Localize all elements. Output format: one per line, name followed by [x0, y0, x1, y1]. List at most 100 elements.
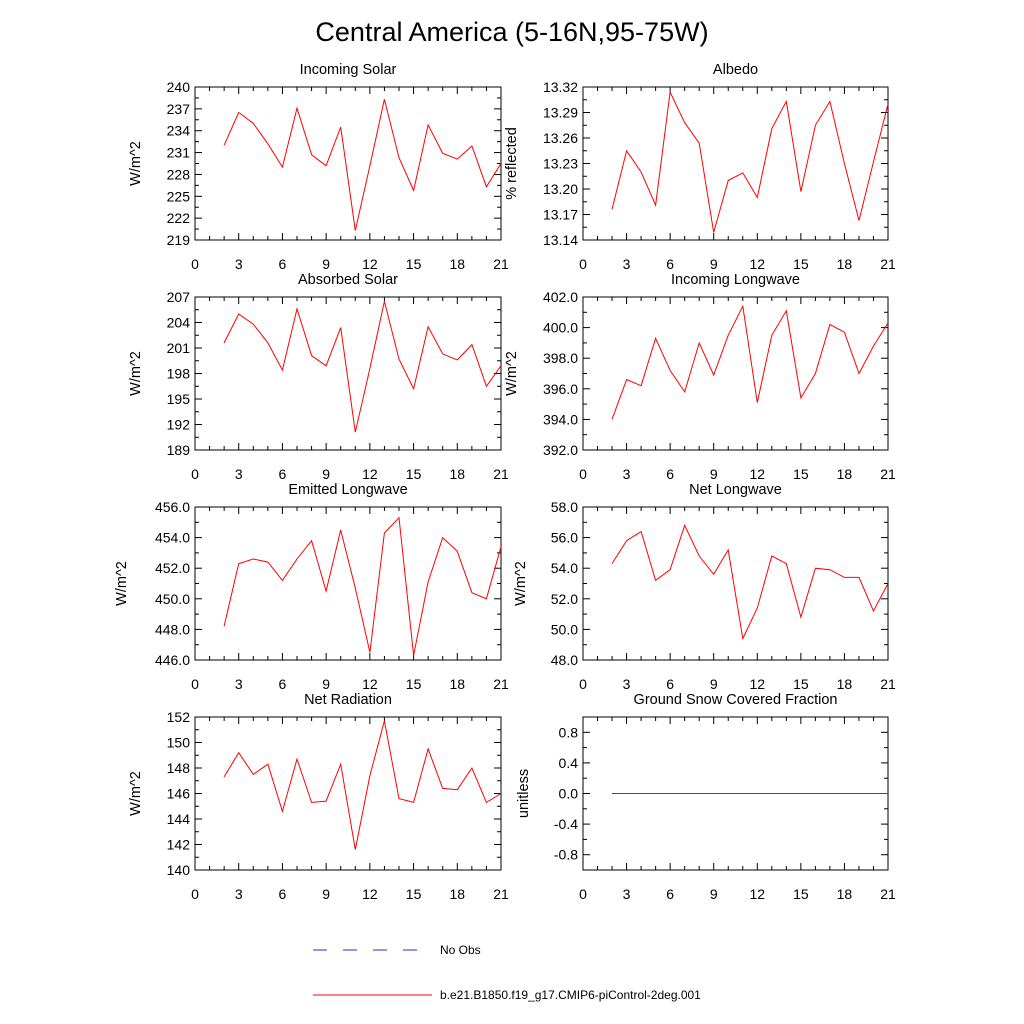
y-tick-label: 392.0	[543, 442, 578, 458]
plot-frame	[582, 506, 889, 661]
y-tick-label: 146	[167, 786, 191, 802]
series-line	[611, 90, 889, 233]
x-tick-label: 0	[191, 676, 199, 692]
y-tick-label: 150	[167, 735, 191, 751]
y-tick-label: 204	[167, 315, 191, 331]
x-tick-label: 21	[493, 886, 509, 902]
y-tick-label: 148	[167, 760, 191, 776]
panel-net-longwave: Net Longwave 0 3 6 9 12 15 18 21 48.0 50.0 52.0 54.0…	[513, 482, 896, 692]
y-tick-label: 152	[167, 709, 191, 725]
x-tick-label: 0	[579, 256, 587, 272]
x-tick-label: 9	[710, 886, 718, 902]
x-tick-label: 18	[449, 886, 465, 902]
x-tick-label: 18	[449, 466, 465, 482]
y-tick-label: 201	[167, 340, 191, 356]
panel-albedo: Albedo 0 3 6 9 12 15 18 21 13.14 13.17 13.20 13.23 13…	[504, 62, 896, 272]
x-tick-label: 12	[749, 886, 765, 902]
x-tick-label: 21	[880, 886, 896, 902]
series-line	[223, 99, 502, 231]
y-tick-label: 219	[167, 232, 191, 248]
y-tick-label: 192	[167, 417, 191, 433]
x-tick-label: 9	[322, 466, 330, 482]
y-tick-label: 0.8	[559, 724, 579, 740]
x-tick-label: 21	[880, 256, 896, 272]
x-tick-label: 18	[449, 256, 465, 272]
legend-label-no-obs: No Obs	[440, 943, 481, 957]
panel-title: Absorbed Solar	[298, 272, 398, 288]
y-tick-label: 189	[167, 442, 191, 458]
y-tick-label: 231	[167, 145, 191, 161]
x-tick-label: 6	[279, 886, 287, 902]
x-tick-label: 6	[279, 676, 287, 692]
y-tick-label: 448.0	[155, 621, 190, 637]
plot-frame	[194, 506, 502, 661]
y-tick-label: 0.4	[559, 755, 579, 771]
x-tick-label: 3	[235, 466, 243, 482]
y-tick-label: 50.0	[551, 621, 578, 637]
series-line	[611, 304, 889, 420]
y-axis-label: W/m^2	[128, 351, 144, 396]
y-tick-label: 454.0	[155, 530, 190, 546]
x-tick-label: 12	[362, 466, 378, 482]
panel-net-radiation: Net Radiation 0 3 6 9 12 15 18 21 140 142 144 146 148…	[128, 692, 509, 902]
x-tick-label: 15	[793, 256, 809, 272]
figure-title: Central America (5-16N,95-75W)	[315, 17, 708, 47]
y-tick-label: 13.26	[543, 130, 578, 146]
x-tick-label: 3	[623, 676, 631, 692]
plot-frame	[582, 86, 889, 241]
y-tick-label: 237	[167, 101, 191, 117]
y-tick-label: 446.0	[155, 652, 190, 668]
panel-title: Net Longwave	[689, 482, 782, 498]
x-tick-label: 15	[406, 256, 422, 272]
y-tick-label: 400.0	[543, 320, 578, 336]
x-tick-label: 0	[579, 886, 587, 902]
x-tick-label: 18	[837, 256, 853, 272]
x-tick-label: 9	[710, 256, 718, 272]
x-tick-label: 21	[880, 676, 896, 692]
x-tick-label: 12	[362, 256, 378, 272]
y-tick-label: 228	[167, 166, 191, 182]
x-tick-label: 3	[235, 886, 243, 902]
y-tick-label: 198	[167, 366, 191, 382]
x-tick-label: 9	[710, 466, 718, 482]
panel-absorbed-solar: Absorbed Solar 0 3 6 9 12 15 18 21 189 192 195 198 20…	[128, 272, 509, 482]
series-line	[611, 524, 889, 641]
plot-frame	[194, 86, 502, 241]
x-tick-label: 12	[749, 466, 765, 482]
x-tick-label: 3	[623, 886, 631, 902]
y-tick-label: 144	[167, 811, 191, 827]
panel-title: Albedo	[713, 62, 758, 78]
y-tick-label: 450.0	[155, 591, 190, 607]
y-tick-label: 402.0	[543, 289, 578, 305]
x-tick-label: 6	[279, 256, 287, 272]
x-tick-label: 12	[362, 886, 378, 902]
panel-title: Net Radiation	[304, 692, 392, 708]
y-axis-label: W/m^2	[114, 561, 130, 606]
x-tick-label: 21	[493, 676, 509, 692]
y-tick-label: 234	[167, 123, 191, 139]
y-tick-label: 456.0	[155, 499, 190, 515]
x-tick-label: 6	[666, 886, 674, 902]
y-axis-label: W/m^2	[513, 561, 529, 606]
x-tick-label: 9	[710, 676, 718, 692]
y-tick-label: 394.0	[543, 411, 578, 427]
panel-title: Incoming Solar	[300, 62, 397, 78]
x-tick-label: 21	[493, 466, 509, 482]
x-tick-label: 3	[235, 676, 243, 692]
x-tick-label: 12	[362, 676, 378, 692]
x-tick-label: 6	[666, 256, 674, 272]
y-tick-label: 13.32	[543, 79, 578, 95]
y-tick-label: 48.0	[551, 652, 578, 668]
x-tick-label: 6	[279, 466, 287, 482]
x-tick-label: 6	[666, 676, 674, 692]
x-tick-label: 0	[191, 466, 199, 482]
y-tick-label: 52.0	[551, 591, 578, 607]
x-tick-label: 15	[793, 676, 809, 692]
y-tick-label: 398.0	[543, 350, 578, 366]
panel-emitted-longwave: Emitted Longwave 0 3 6 9 12 15 18 21 446.0 448.0 45…	[114, 482, 509, 692]
x-tick-label: 12	[749, 676, 765, 692]
x-tick-label: 21	[493, 256, 509, 272]
panel-title: Ground Snow Covered Fraction	[634, 692, 838, 708]
y-tick-label: 225	[167, 188, 191, 204]
